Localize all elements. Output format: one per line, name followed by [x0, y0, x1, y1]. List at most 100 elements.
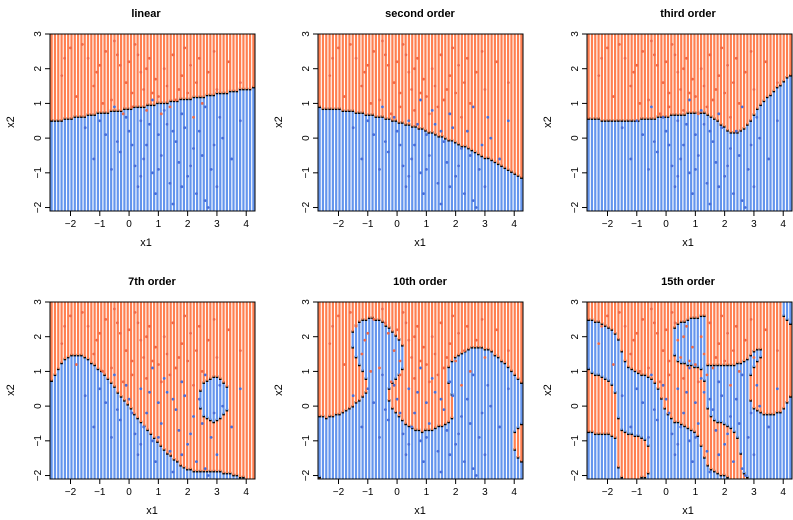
point-orange	[159, 380, 163, 384]
x-axis-label: x1	[146, 505, 158, 517]
point-orange	[734, 324, 738, 328]
x-tick-label: 2	[722, 219, 728, 230]
boundary-mark	[397, 338, 401, 341]
point-orange	[69, 314, 72, 318]
point-blue	[118, 150, 122, 154]
point-orange	[667, 105, 671, 109]
point-blue	[650, 373, 653, 377]
panel-title: 10th order	[393, 276, 448, 288]
y-tick-label: 2	[570, 333, 581, 339]
point-blue	[407, 387, 411, 391]
boundary-mark	[696, 365, 700, 369]
point-orange	[148, 56, 151, 60]
point-blue	[127, 397, 131, 401]
point-orange	[174, 366, 178, 370]
point-orange	[442, 366, 446, 370]
boundary-mark	[716, 363, 719, 367]
point-orange	[673, 53, 677, 57]
boundary-mark	[660, 115, 663, 118]
point-orange	[457, 63, 460, 67]
boundary-mark	[607, 379, 610, 382]
point-orange	[328, 74, 332, 78]
point-orange	[145, 376, 149, 380]
point-orange	[165, 84, 169, 88]
point-orange	[717, 74, 721, 78]
point-orange	[389, 380, 393, 384]
point-orange	[693, 95, 697, 98]
point-orange	[154, 77, 157, 81]
point-blue	[424, 133, 428, 137]
point-orange	[168, 105, 172, 109]
point-blue	[413, 411, 417, 415]
y-tick-label: 0	[33, 135, 44, 141]
point-blue	[206, 206, 210, 209]
point-blue	[430, 108, 434, 112]
boundary-mark	[666, 115, 670, 118]
point-orange	[436, 373, 440, 377]
y-tick-label: 3	[33, 299, 44, 305]
point-blue	[206, 474, 210, 477]
point-orange	[682, 67, 686, 71]
point-orange	[611, 363, 615, 366]
y-tick-label: −1	[570, 167, 581, 179]
point-blue	[679, 425, 683, 429]
x-tick-label: 4	[780, 487, 786, 498]
boundary-mark	[440, 424, 444, 428]
point-orange	[655, 331, 659, 335]
point-orange	[139, 70, 143, 74]
point-blue	[752, 453, 756, 457]
boundary-mark	[341, 410, 345, 414]
point-blue	[203, 467, 207, 470]
panel-plot: −2 −1 0 1 2 3 4 −2 −1 0 1 2 3	[33, 31, 256, 230]
point-orange	[130, 359, 134, 363]
boundary-mark	[703, 379, 706, 382]
point-orange	[685, 56, 688, 60]
point-blue	[688, 439, 691, 443]
point-blue	[156, 401, 160, 405]
boundary-mark	[215, 469, 219, 473]
panel-third-order: third order −2 −1 0 1 2 3 4 −2 −1 0 1 2 3 x1 x2	[542, 8, 793, 249]
point-blue	[720, 126, 724, 130]
x-tick-label: 1	[693, 219, 699, 230]
point-blue	[693, 435, 697, 439]
x-tick-label: 3	[214, 487, 220, 498]
point-blue	[661, 115, 665, 119]
y-tick-label: 1	[570, 100, 581, 106]
point-blue	[691, 192, 694, 196]
point-orange	[110, 98, 113, 102]
boundary-mark	[722, 363, 726, 367]
point-orange	[629, 352, 633, 356]
y-tick-label: −1	[33, 435, 44, 447]
point-orange	[410, 356, 414, 359]
point-blue	[110, 435, 113, 439]
boundary-mark	[627, 365, 630, 369]
point-orange	[136, 53, 140, 57]
point-blue	[136, 453, 140, 457]
point-blue	[696, 422, 700, 425]
point-orange	[60, 74, 64, 78]
point-orange	[127, 328, 131, 332]
point-blue	[746, 435, 750, 439]
point-blue	[424, 401, 428, 405]
point-orange	[635, 63, 639, 67]
point-blue	[506, 387, 510, 391]
point-orange	[386, 63, 390, 67]
point-blue	[635, 387, 639, 391]
point-blue	[83, 394, 87, 398]
point-blue	[740, 105, 744, 109]
boundary-mark	[689, 363, 693, 367]
boundary-mark	[726, 363, 729, 367]
point-orange	[445, 88, 449, 91]
point-blue	[696, 154, 700, 157]
boundary-mark	[679, 422, 683, 426]
panel-plot: −2 −1 0 1 2 3 4 −2 −1 0 1 2 3	[570, 299, 793, 498]
point-blue	[372, 133, 376, 137]
point-orange	[652, 53, 656, 57]
y-tick-label: 2	[570, 65, 581, 71]
point-blue	[139, 387, 143, 391]
point-blue	[413, 143, 417, 147]
boundary-mark	[699, 367, 703, 371]
point-orange	[98, 331, 102, 335]
point-orange	[465, 324, 469, 328]
boundary-mark	[129, 107, 133, 111]
